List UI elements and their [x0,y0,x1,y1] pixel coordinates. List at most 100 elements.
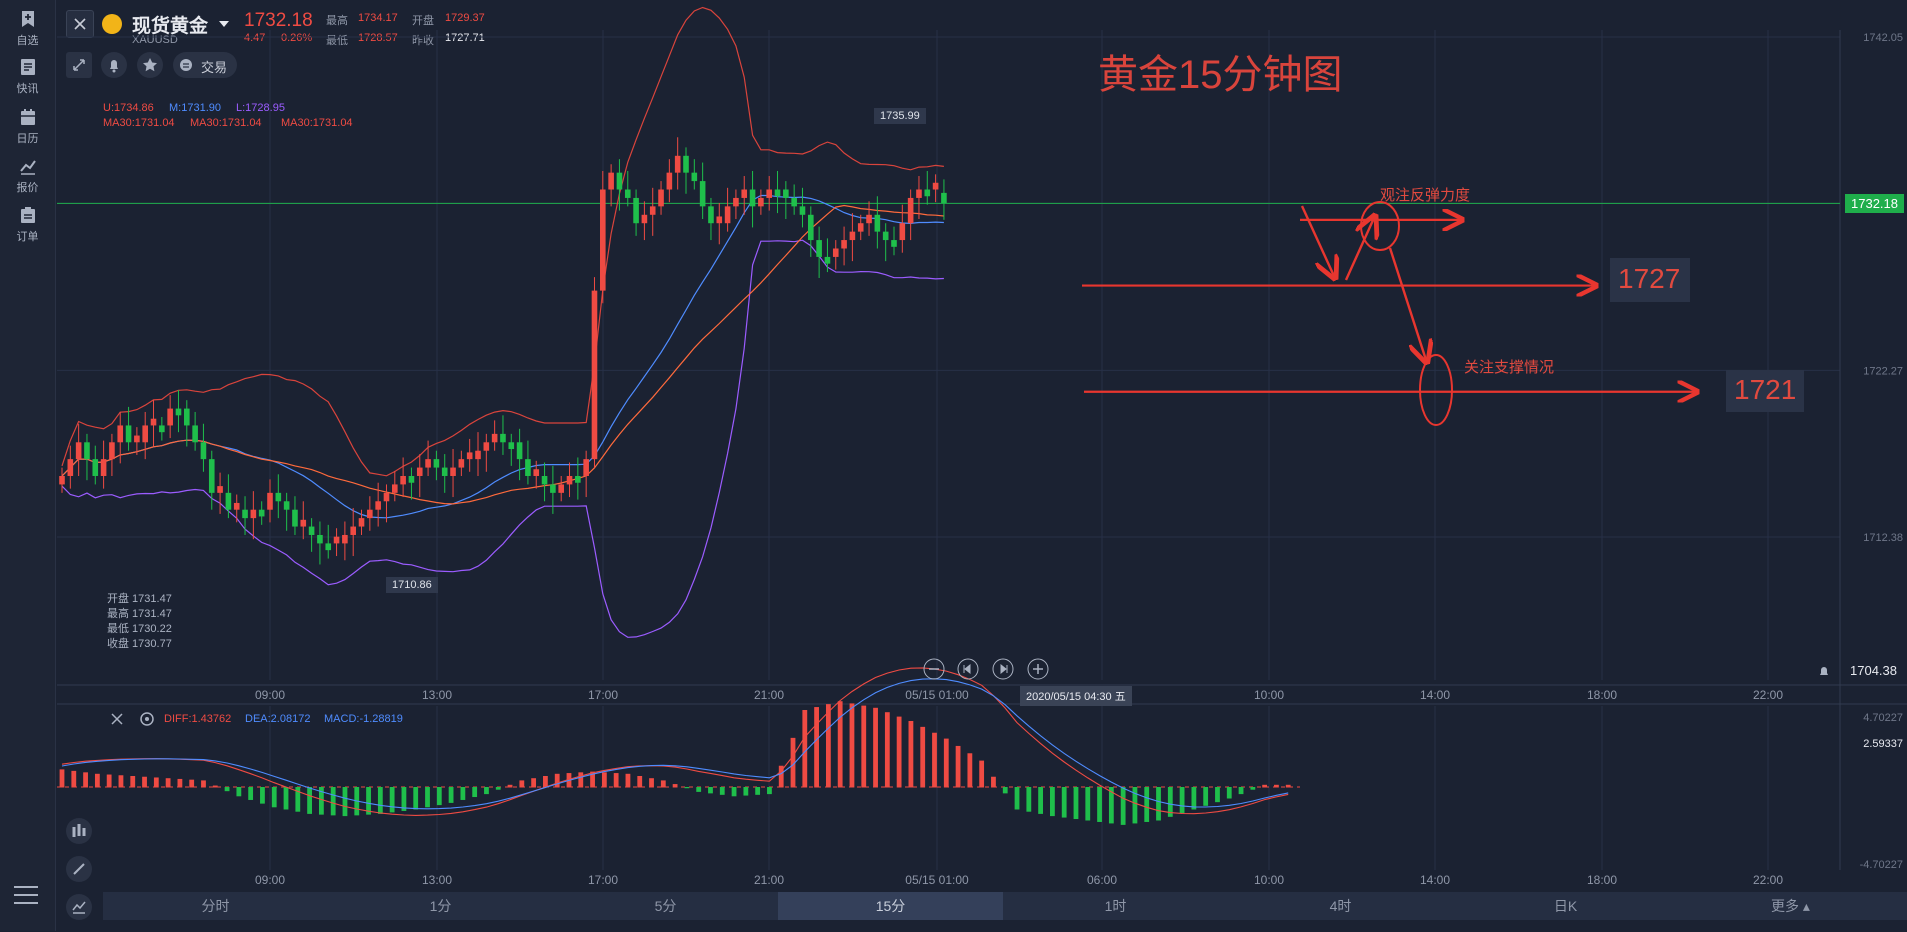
macd-bar [342,787,348,817]
sidebar-item-watchlist[interactable]: 自选 [0,10,55,48]
candle-body [400,475,406,485]
candle-body [541,475,548,485]
x-tick-label: 13:00 [422,688,452,702]
candle-body [142,425,148,443]
bookmark-plus-icon [21,11,34,27]
sidebar-item-orders[interactable]: 订单 [0,206,55,244]
tf-1h[interactable]: 1时 [1104,898,1127,914]
sidebar-item-quotes[interactable]: 报价 [0,157,55,195]
marker-low: 1710.86 [386,577,438,593]
candle-body [458,459,465,468]
macd-bar [849,703,855,788]
candle-body [250,509,257,519]
macd-bar [1038,787,1044,814]
x-tick-label-bottom: 09:00 [255,873,285,887]
star-icon [143,58,157,72]
macd-bar [1262,784,1268,788]
tf-tick[interactable]: 分时 [201,898,230,914]
candle-body [175,408,182,416]
draw-pen-button[interactable] [66,856,92,882]
scroll-right-button[interactable] [992,658,1014,680]
tf-day[interactable]: 日K [1553,898,1578,914]
price-change: 4.47 [244,32,266,44]
bell-icon[interactable] [1816,663,1832,679]
tf-15m[interactable]: 15分 [778,892,1003,920]
favorite-button[interactable] [137,52,163,78]
close-button[interactable] [66,10,94,38]
macd-value-label: MACD:-1.28819 [324,713,403,725]
zoom-out-button[interactable] [923,658,945,680]
sidebar-item-label: 日历 [16,133,39,145]
candle-body [624,189,631,198]
y-tick-label: 1722.27 [1863,365,1903,377]
candle-body [167,408,173,426]
indicator-icon [72,901,86,914]
candle-body [441,467,448,476]
settings-icon[interactable] [139,711,155,727]
tf-4h[interactable]: 4时 [1329,898,1352,914]
macd-bar [1285,784,1291,788]
level-label-1721: 1721 [1734,374,1797,405]
macd-tick-label: 4.70227 [1863,712,1903,724]
candle-body [874,214,881,232]
instrument-name[interactable]: 现货黄金 [132,16,209,37]
candle-body [84,442,90,460]
scroll-left-button[interactable] [957,658,979,680]
candle-body [882,231,889,241]
tf-5m[interactable]: 5分 [654,898,677,914]
candle-body [508,442,515,450]
sidebar-item-calendar[interactable]: 日历 [0,108,55,146]
macd-bar [472,787,478,798]
x-tick-label: 10:00 [1254,688,1284,702]
candle-body [708,206,714,224]
candle-body [75,442,82,460]
close-icon[interactable] [109,711,125,727]
y-tick-label: 1742.05 [1863,32,1903,44]
macd-tick-label: 2.59337 [1863,738,1903,750]
candle-body [233,502,240,510]
macd-bar [1026,787,1032,812]
macd-bar [153,777,159,788]
macd-bar [708,787,713,794]
macd-bar [955,745,961,788]
macd-panel [57,667,1300,825]
candle-body [350,526,356,535]
candle-body [491,433,498,443]
chevron-down-icon[interactable] [219,21,229,27]
candle-body [109,442,115,460]
fullscreen-button[interactable] [66,52,92,78]
clipboard-icon [20,207,35,223]
candle-body [342,534,348,544]
menu-button[interactable] [14,885,38,910]
macd-bar [719,787,725,795]
annotation-overlays [1082,201,1695,426]
gold-coin-icon [102,14,122,34]
macd-bar [71,770,77,788]
x-tick-label: 05/15 01:00 [905,688,969,702]
candle-body [283,501,290,510]
candle-body [583,459,589,476]
tf-more[interactable]: 更多 ▴ [1771,898,1810,914]
candle-body [317,534,323,544]
macd-bar [1167,787,1173,817]
macd-bar [436,787,442,806]
tf-1m[interactable]: 1分 [429,898,452,914]
macd-bar [991,776,996,788]
boll-mid-line [61,194,944,519]
candle-body [217,486,223,493]
candle-body [483,442,490,451]
zoom-in-button[interactable] [1027,658,1049,680]
high-label: 最高 [326,15,348,27]
candle-body [774,189,781,197]
macd-bar [672,784,678,788]
alert-button[interactable] [101,52,127,78]
candle-type-button[interactable] [66,818,92,844]
candle-body [125,425,132,443]
sidebar-item-news[interactable]: 快讯 [0,58,55,96]
candle-body [375,501,381,510]
trade-button[interactable]: 交易 [173,52,237,78]
macd-bar [177,778,183,788]
macd-bar [1120,787,1126,825]
indicator-button[interactable] [66,894,92,920]
